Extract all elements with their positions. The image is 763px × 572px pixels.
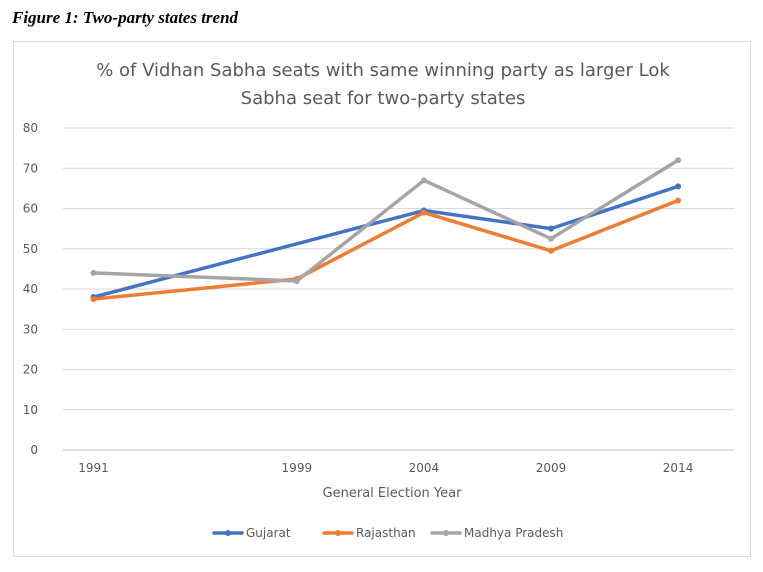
y-tick-label: 80 [23, 121, 38, 135]
legend-label-rajasthan: Rajasthan [356, 526, 416, 540]
legend-label-madhya-pradesh: Madhya Pradesh [464, 526, 563, 540]
x-axis-title: General Election Year [323, 486, 463, 501]
y-tick-label: 50 [23, 242, 38, 256]
data-point-madhya-pradesh [90, 269, 97, 276]
legend-label-gujarat: Gujarat [246, 526, 291, 540]
x-tick-label: 2014 [663, 461, 694, 475]
chart-frame: % of Vidhan Sabha seats with same winnin… [13, 41, 751, 557]
x-axis-ticks: 1991 1999 2004 2009 2014 [78, 461, 693, 475]
y-tick-label: 70 [23, 161, 38, 175]
data-point-madhya-pradesh [293, 277, 300, 284]
y-tick-label: 10 [23, 403, 38, 417]
x-tick-label: 2009 [536, 461, 567, 475]
data-point-gujarat [675, 183, 682, 190]
y-axis-ticks: 0 10 20 30 40 50 60 70 80 [23, 121, 38, 457]
legend-marker-rajasthan [335, 530, 341, 536]
chart-title-line-2: Sabha seat for two-party states [241, 88, 526, 109]
data-point-madhya-pradesh [420, 177, 427, 184]
data-point-rajasthan [548, 247, 554, 254]
y-tick-label: 0 [30, 443, 38, 457]
y-tick-label: 60 [23, 202, 38, 216]
legend-marker-madhya-pradesh [443, 530, 449, 536]
legend-marker-gujarat [225, 530, 231, 536]
data-point-rajasthan [90, 296, 97, 303]
legend: Gujarat Rajasthan Madhya Pradesh [212, 526, 563, 540]
data-point-madhya-pradesh [548, 235, 554, 242]
series-lines [90, 157, 682, 303]
y-tick-label: 40 [23, 282, 38, 296]
data-point-gujarat [548, 225, 554, 232]
y-tick-label: 20 [23, 363, 38, 377]
data-point-rajasthan [420, 209, 427, 216]
x-tick-label: 2004 [409, 461, 440, 475]
chart-title-line-1: % of Vidhan Sabha seats with same winnin… [96, 60, 670, 81]
x-tick-label: 1999 [282, 461, 313, 475]
series-line-gujarat [91, 184, 680, 299]
data-point-madhya-pradesh [675, 157, 682, 164]
y-tick-label: 30 [23, 322, 38, 336]
gridlines [63, 127, 734, 451]
line-chart: % of Vidhan Sabha seats with same winnin… [23, 60, 734, 540]
data-point-rajasthan [675, 197, 682, 204]
x-tick-label: 1991 [78, 461, 109, 475]
figure-caption: Figure 1: Two-party states trend [12, 8, 239, 27]
